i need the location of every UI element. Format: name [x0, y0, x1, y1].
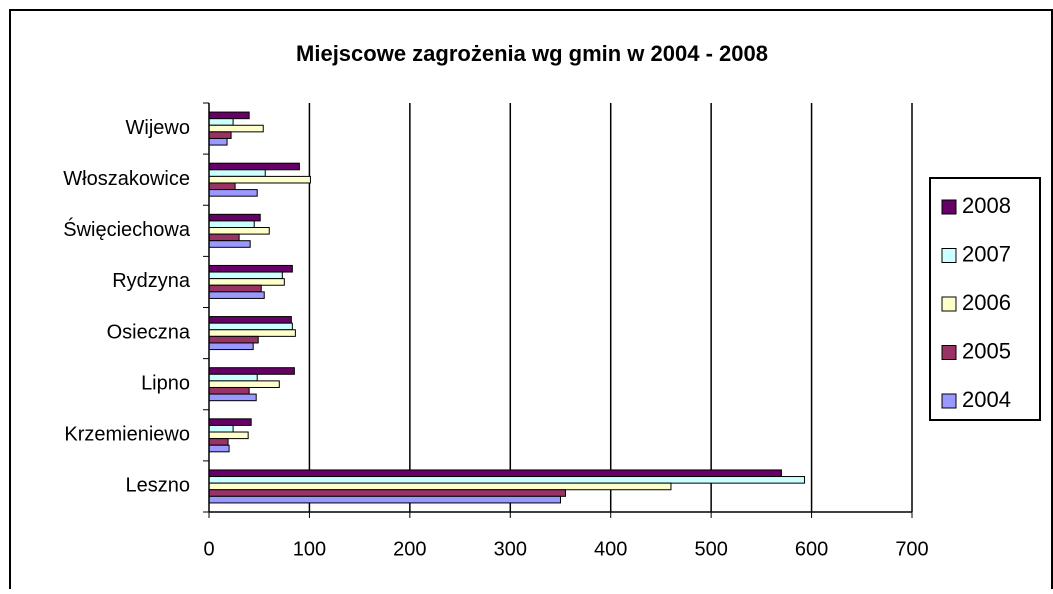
bar — [208, 495, 561, 504]
bar — [208, 220, 255, 229]
legend-label: 2005 — [962, 338, 1011, 363]
bar — [208, 137, 228, 146]
bar — [208, 182, 236, 191]
bar — [208, 118, 234, 126]
bar — [208, 264, 293, 273]
bar — [208, 169, 266, 177]
bar — [208, 284, 262, 293]
y-tick-label: Leszno — [126, 475, 191, 497]
bar — [208, 393, 257, 402]
bar — [208, 438, 229, 446]
bar — [208, 373, 258, 382]
legend-swatch — [941, 296, 957, 312]
bar — [208, 329, 296, 337]
bar — [208, 213, 261, 222]
x-tick-label: 0 — [203, 538, 214, 560]
x-tick-label: 100 — [293, 538, 326, 560]
x-tick-label: 300 — [494, 538, 527, 560]
bar — [208, 227, 270, 235]
y-tick-label: Wijewo — [126, 117, 190, 139]
bar — [208, 162, 300, 171]
bar — [208, 291, 265, 299]
legend-label: 2007 — [962, 241, 1011, 266]
legend-label: 2006 — [962, 290, 1011, 315]
legend-label: 2004 — [962, 387, 1011, 412]
chart-title: Miejscowe zagrożenia wg gmin w 2004 - 20… — [296, 41, 768, 66]
y-tick-label: Krzemieniewo — [64, 424, 190, 446]
bar — [208, 342, 254, 351]
bar — [208, 335, 259, 344]
bar — [208, 380, 280, 388]
bar — [208, 240, 251, 248]
legend — [929, 177, 1041, 421]
bar — [208, 431, 249, 440]
bar — [208, 322, 293, 331]
bar — [208, 175, 311, 184]
bar — [208, 444, 230, 453]
bar — [208, 469, 782, 478]
bar — [208, 367, 295, 375]
bar — [208, 233, 240, 242]
legend-swatch — [941, 393, 957, 409]
bar — [208, 418, 252, 426]
legend-label: 2008 — [962, 193, 1011, 218]
y-tick-label: Osieczna — [107, 321, 191, 343]
chart-border — [9, 9, 1053, 589]
bar — [208, 489, 567, 497]
x-tick-label: 500 — [694, 538, 727, 560]
x-tick-label: 600 — [795, 538, 828, 560]
bar — [208, 131, 232, 139]
y-tick-label: Lipno — [141, 372, 190, 394]
legend-swatch — [941, 345, 957, 360]
bar — [208, 278, 285, 286]
y-tick-label: Święciechowa — [63, 217, 191, 241]
bar — [208, 124, 264, 133]
x-tick-label: 700 — [895, 538, 928, 560]
bar — [208, 476, 806, 484]
x-tick-label: 200 — [393, 538, 426, 560]
bar — [208, 424, 234, 433]
bar — [208, 271, 283, 280]
bar — [208, 482, 672, 491]
bar — [208, 111, 250, 120]
x-tick-label: 400 — [594, 538, 627, 560]
bar — [208, 189, 258, 197]
y-tick-label: Włoszakowice — [63, 168, 190, 190]
legend-swatch — [941, 248, 957, 263]
bar — [208, 316, 292, 324]
y-tick-label: Rydzyna — [112, 270, 191, 292]
legend-swatch — [941, 199, 957, 215]
bar — [208, 386, 250, 395]
